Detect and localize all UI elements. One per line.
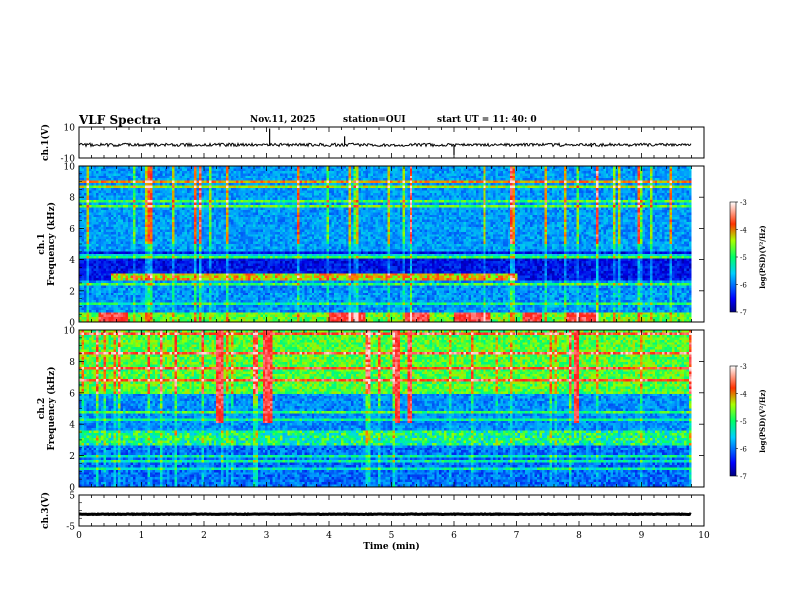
ch3-waveform-trace [78, 512, 692, 517]
ch1-spectrogram-colorbar-tick-label-1: -4 [740, 227, 747, 235]
ch1-spectrogram-colorbar-tick-label-4: -7 [740, 309, 747, 317]
xtick-label-2: 2 [201, 531, 207, 541]
ch1-spectrogram-ytick-label-2: 4 [69, 256, 75, 266]
ch1-spectrogram-colorbar-tick-label-2: -5 [740, 254, 747, 262]
ch1-spectrogram-colorbar-tick-label-0: -3 [740, 199, 747, 207]
ch1-spectrogram-colorbar-tick-label-3: -6 [740, 282, 747, 290]
xtick-label-5: 5 [389, 531, 395, 541]
ch1-spectrogram-ylabel: Frequency (kHz) [46, 202, 57, 286]
ch2-spectrogram-colorbar-tick-label-1: -4 [740, 391, 747, 399]
ch2-spectrogram-colorbar [729, 365, 737, 477]
date-label: Nov.11, 2025 [250, 115, 316, 125]
ch1-waveform-ytick-label-1: -10 [61, 155, 76, 165]
xtick-label-8: 8 [576, 531, 582, 541]
ch2-spectrogram-ytick-label-2: 4 [69, 421, 75, 431]
xtick-label-10: 10 [698, 531, 710, 541]
ch1-spectrogram-ytick-label-1: 2 [69, 287, 75, 297]
ch2-spectrogram-channel-label: ch.2 [37, 398, 47, 419]
chart-title: VLF Spectra [79, 113, 162, 127]
ch2-spectrogram-ylabel: Frequency (kHz) [46, 366, 57, 450]
xtick-label-3: 3 [264, 531, 270, 541]
ch3-waveform-ytick-label-0: 5 [69, 492, 75, 502]
ch1-spectrogram-colorbar [729, 201, 737, 313]
ch2-spectrogram-ytick-label-3: 6 [69, 389, 75, 399]
ch2-spectrogram-colorbar-tick-label-2: -5 [740, 418, 747, 426]
ch1-waveform-ylabel: ch.1(V) [40, 124, 51, 161]
xtick-label-4: 4 [326, 531, 332, 541]
ch2-spectrogram-colorbar-tick-label-3: -6 [740, 446, 747, 454]
station-label: station=OUI [343, 115, 406, 125]
ch2-spectrogram-ytick-label-1: 2 [69, 452, 75, 462]
xtick-label-0: 0 [76, 531, 82, 541]
ch3-waveform-ytick-label-1: -5 [66, 523, 75, 533]
xtick-label-9: 9 [639, 531, 645, 541]
ch1-spectrogram-ytick-label-4: 8 [69, 194, 75, 204]
ch2-spectrogram-colorbar-tick-label-0: -3 [740, 363, 747, 371]
ch2-spectrogram-ytick-label-4: 8 [69, 358, 75, 368]
xtick-label-7: 7 [514, 531, 520, 541]
ch2-spectrogram-colorbar-label: log(PSD)(V²/Hz) [758, 389, 767, 453]
ch1-waveform-trace [78, 141, 692, 148]
ch1-spectrogram-empty-region [691, 166, 704, 322]
ch3-waveform-ylabel: ch.3(V) [40, 492, 51, 529]
ch2-spectrogram-ytick-label-5: 10 [64, 327, 76, 337]
ch1-spectrogram-ytick-label-3: 6 [69, 225, 75, 235]
ch1-spectrogram-image [79, 166, 692, 322]
ch1-spectrogram-ytick-label-5: 10 [64, 163, 76, 173]
ch2-spectrogram-colorbar-tick-label-4: -7 [740, 473, 747, 481]
start-time-label: start UT = 11: 40: 0 [437, 115, 537, 125]
xtick-label-1: 1 [139, 531, 145, 541]
ch1-spectrogram-colorbar-label: log(PSD)(V²/Hz) [758, 225, 767, 289]
xtick-label-6: 6 [451, 531, 457, 541]
ch2-spectrogram-image [79, 330, 692, 487]
ch2-spectrogram-ytick-label-0: 0 [69, 484, 75, 494]
ch2-spectrogram-empty-region [691, 330, 704, 487]
ch1-waveform-ytick-label-0: 10 [64, 124, 76, 134]
ch1-spectrogram-channel-label: ch.1 [37, 233, 47, 254]
x-axis-label: Time (min) [363, 541, 420, 552]
ch1-spectrogram-ytick-label-0: 0 [69, 319, 75, 329]
